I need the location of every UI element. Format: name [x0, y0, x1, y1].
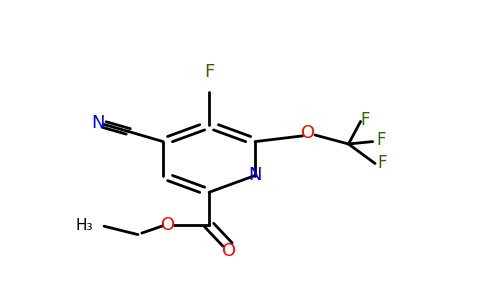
Text: N: N: [248, 167, 262, 184]
Text: H₃: H₃: [76, 218, 93, 233]
Text: O: O: [222, 242, 236, 260]
Text: O: O: [301, 124, 316, 142]
Text: F: F: [376, 131, 386, 149]
Text: F: F: [378, 154, 387, 172]
Text: F: F: [361, 111, 370, 129]
Text: F: F: [204, 63, 214, 81]
Text: O: O: [161, 216, 176, 234]
Text: N: N: [91, 114, 105, 132]
